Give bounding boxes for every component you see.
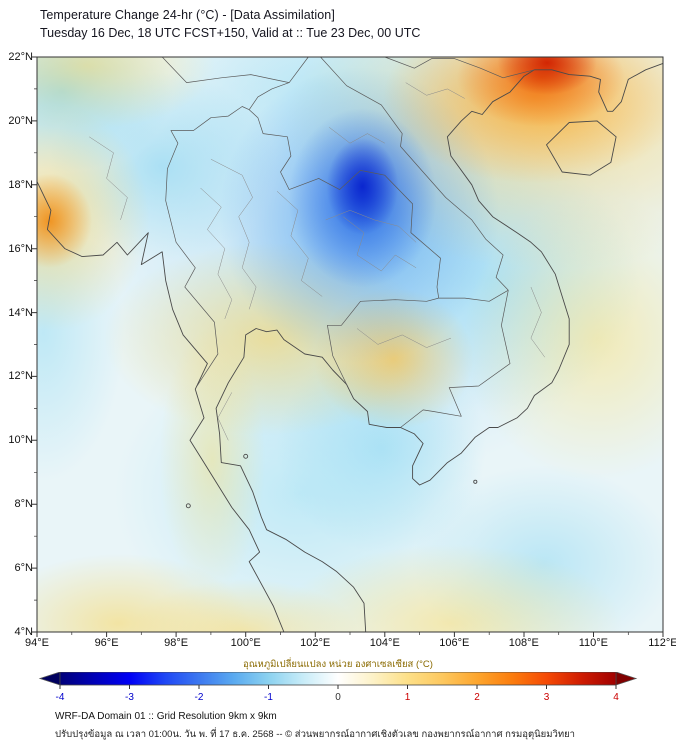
plot-subtitle: Tuesday 16 Dec, 18 UTC FCST+150, Valid a… xyxy=(40,26,421,40)
colorbar-tick-label: 3 xyxy=(544,692,550,703)
colorbar-tick-label: -4 xyxy=(56,692,65,703)
colorbar-tick-label: -2 xyxy=(195,692,204,703)
longitude-axis: 94°E 96°E 98°E 100°E 102°E 104°E 106°E 1… xyxy=(25,637,676,649)
colorbar: -4 -3 -2 -1 0 1 2 3 4 xyxy=(38,672,638,703)
colorbar-right-arrow xyxy=(615,672,638,686)
plot-title: Temperature Change 24-hr (°C) - [Data As… xyxy=(40,8,335,22)
map-area xyxy=(32,56,664,637)
colorbar-tick-label: -1 xyxy=(264,692,273,703)
footer-attribution: ปรับปรุงข้อมูล ณ เวลา 01:00น. วัน พ. ที่… xyxy=(55,729,575,740)
colorbar-left-arrow xyxy=(38,672,61,686)
footer-domain-info: WRF-DA Domain 01 :: Grid Resolution 9km … xyxy=(55,711,277,722)
colorbar-tick-label: 0 xyxy=(335,692,341,703)
colorbar-title: อุณหภูมิเปลี่ยนแปลง หน่วย องศาเซลเซียส (… xyxy=(243,659,433,670)
colorbar-tick-label: 1 xyxy=(405,692,411,703)
latitude-axis: 22°N 20°N 18°N 16°N 14°N 12°N 10°N 8°N 6… xyxy=(8,51,33,638)
colorbar-tick-label: -3 xyxy=(125,692,134,703)
colorbar-tick-label: 2 xyxy=(474,692,480,703)
colorbar-tick-label: 4 xyxy=(613,692,619,703)
colorbar-ticks xyxy=(59,685,617,689)
colorbar-gradient-bar xyxy=(59,672,617,686)
temperature-field xyxy=(37,57,663,632)
